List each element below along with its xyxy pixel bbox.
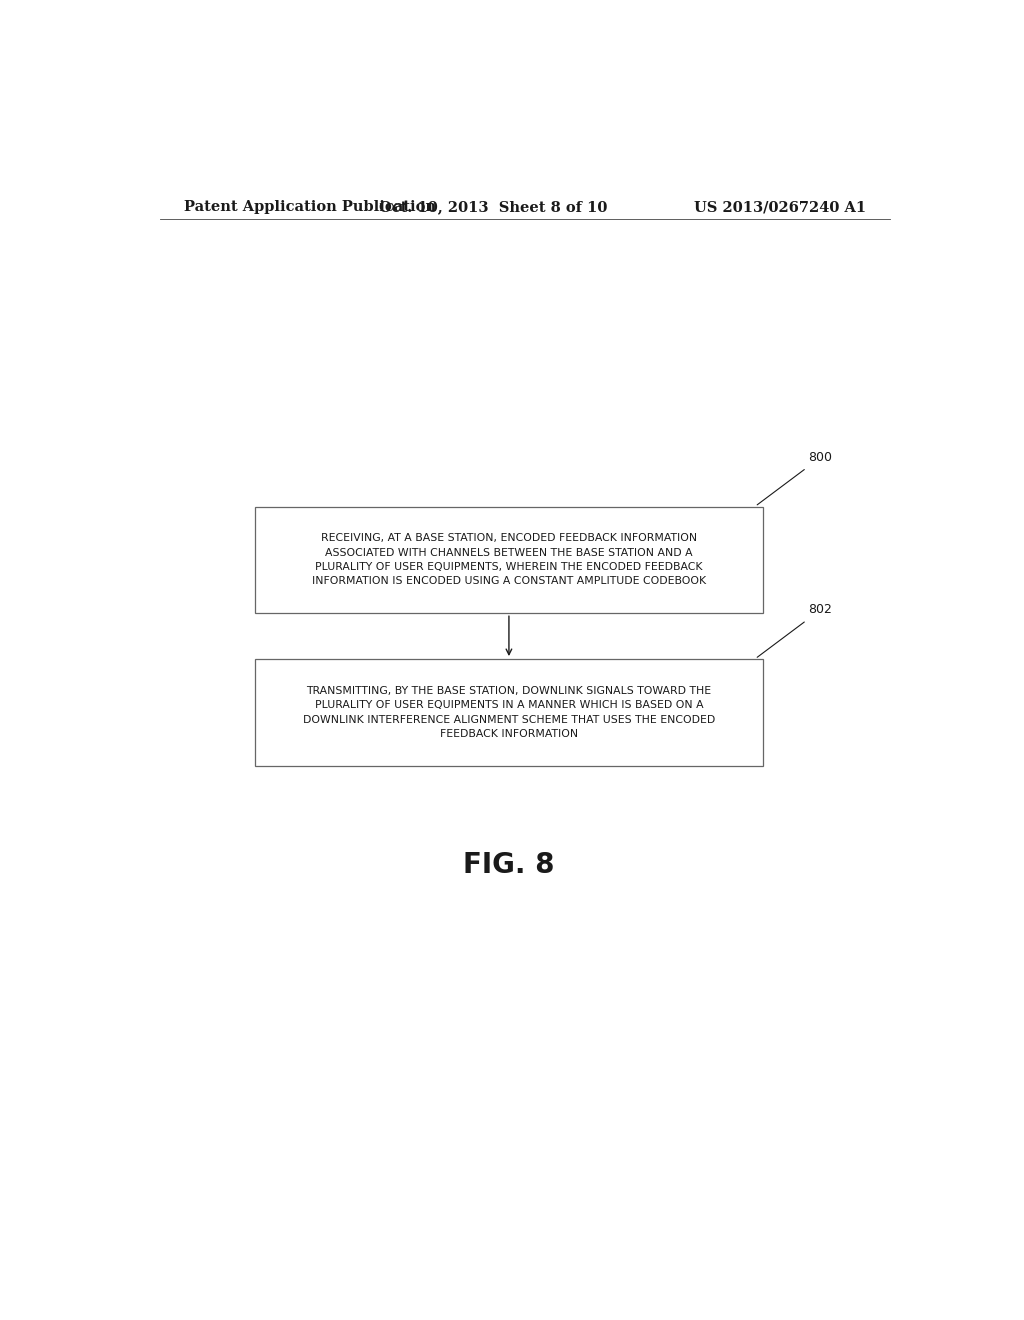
- Text: Patent Application Publication: Patent Application Publication: [183, 201, 435, 214]
- Text: US 2013/0267240 A1: US 2013/0267240 A1: [694, 201, 866, 214]
- Text: FIG. 8: FIG. 8: [463, 851, 555, 879]
- Text: 802: 802: [808, 603, 831, 616]
- Bar: [255, 659, 763, 766]
- Text: Oct. 10, 2013  Sheet 8 of 10: Oct. 10, 2013 Sheet 8 of 10: [379, 201, 607, 214]
- Bar: [255, 507, 763, 614]
- Text: 800: 800: [808, 451, 833, 463]
- Text: RECEIVING, AT A BASE STATION, ENCODED FEEDBACK INFORMATION
ASSOCIATED WITH CHANN: RECEIVING, AT A BASE STATION, ENCODED FE…: [312, 533, 706, 586]
- Text: TRANSMITTING, BY THE BASE STATION, DOWNLINK SIGNALS TOWARD THE
PLURALITY OF USER: TRANSMITTING, BY THE BASE STATION, DOWNL…: [303, 685, 715, 739]
